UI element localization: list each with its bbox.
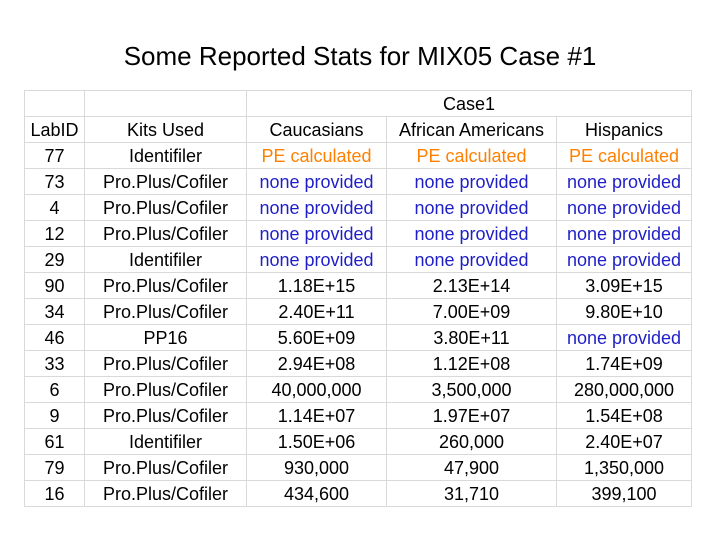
- kits-used-cell: Pro.Plus/Cofiler: [84, 168, 247, 195]
- kits-used-cell: Pro.Plus/Cofiler: [84, 272, 247, 299]
- group-header-row: Case1: [24, 90, 692, 117]
- kits-used-cell: Pro.Plus/Cofiler: [84, 298, 247, 325]
- lab-id-cell: 12: [24, 220, 85, 247]
- table-row: 90 Pro.Plus/Cofiler 1.18E+15 2.13E+14 3.09E+…: [24, 272, 692, 299]
- kits-used-cell: Pro.Plus/Cofiler: [84, 480, 247, 507]
- kits-used-cell: Identifiler: [84, 142, 247, 169]
- lab-id-cell: 77: [24, 142, 85, 169]
- table-row: 79 Pro.Plus/Cofiler 930,000 47,900 1,350,000: [24, 454, 692, 481]
- hispanics-cell: 280,000,000: [556, 376, 692, 403]
- table-row: 12 Pro.Plus/Cofiler none provided none prov…: [24, 220, 692, 247]
- header-hispanics: Hispanics: [556, 116, 692, 143]
- african-americans-cell: 7.00E+09: [386, 298, 557, 325]
- hispanics-cell: none provided: [556, 246, 692, 273]
- table-row: 16 Pro.Plus/Cofiler 434,600 31,710 399,100: [24, 480, 692, 507]
- table-row: 34 Pro.Plus/Cofiler 2.40E+11 7.00E+09 9.80E+…: [24, 298, 692, 325]
- caucasians-cell: 5.60E+09: [246, 324, 387, 351]
- kits-used-cell: PP16: [84, 324, 247, 351]
- kits-used-cell: Pro.Plus/Cofiler: [84, 402, 247, 429]
- caucasians-cell: 1.50E+06: [246, 428, 387, 455]
- kits-used-cell: Pro.Plus/Cofiler: [84, 454, 247, 481]
- header-lab-id: LabID: [24, 116, 85, 143]
- slide-title: Some Reported Stats for MIX05 Case #1: [123, 41, 597, 71]
- table-row: 29 Identifiler none provided none provided n…: [24, 246, 692, 273]
- column-header-row: LabID Kits Used Caucasians African Ameri…: [24, 116, 692, 143]
- african-americans-cell: 3.80E+11: [386, 324, 557, 351]
- lab-id-cell: 9: [24, 402, 85, 429]
- african-americans-cell: 1.12E+08: [386, 350, 557, 377]
- empty-cell: [84, 90, 247, 117]
- table-row: 4 Pro.Plus/Cofiler none provided none provi…: [24, 194, 692, 221]
- hispanics-cell: none provided: [556, 168, 692, 195]
- table-row: 46 PP16 5.60E+09 3.80E+11 none provided: [24, 324, 692, 351]
- table-row: 9 Pro.Plus/Cofiler 1.14E+07 1.97E+07 1.54E+0…: [24, 402, 692, 429]
- stats-table: Case1 LabID Kits Used Caucasians African…: [24, 90, 692, 507]
- caucasians-cell: PE calculated: [246, 142, 387, 169]
- empty-cell: [24, 90, 85, 117]
- lab-id-cell: 79: [24, 454, 85, 481]
- caucasians-cell: none provided: [246, 246, 387, 273]
- african-americans-cell: none provided: [386, 220, 557, 247]
- kits-used-cell: Pro.Plus/Cofiler: [84, 350, 247, 377]
- african-americans-cell: 2.13E+14: [386, 272, 557, 299]
- caucasians-cell: 1.18E+15: [246, 272, 387, 299]
- hispanics-cell: none provided: [556, 324, 692, 351]
- african-americans-cell: none provided: [386, 168, 557, 195]
- african-americans-cell: PE calculated: [386, 142, 557, 169]
- lab-id-cell: 33: [24, 350, 85, 377]
- kits-used-cell: Identifiler: [84, 428, 247, 455]
- table-row: 73 Pro.Plus/Cofiler none provided none prov…: [24, 168, 692, 195]
- hispanics-cell: 399,100: [556, 480, 692, 507]
- african-americans-cell: none provided: [386, 246, 557, 273]
- lab-id-cell: 61: [24, 428, 85, 455]
- african-americans-cell: none provided: [386, 194, 557, 221]
- group-header-case1: Case1: [246, 90, 692, 117]
- hispanics-cell: 2.40E+07: [556, 428, 692, 455]
- table-row: 6 Pro.Plus/Cofiler 40,000,000 3,500,000 280,…: [24, 376, 692, 403]
- caucasians-cell: none provided: [246, 220, 387, 247]
- kits-used-cell: Identifiler: [84, 246, 247, 273]
- hispanics-cell: 1,350,000: [556, 454, 692, 481]
- lab-id-cell: 46: [24, 324, 85, 351]
- lab-id-cell: 29: [24, 246, 85, 273]
- african-americans-cell: 47,900: [386, 454, 557, 481]
- hispanics-cell: none provided: [556, 220, 692, 247]
- caucasians-cell: none provided: [246, 194, 387, 221]
- caucasians-cell: 2.40E+11: [246, 298, 387, 325]
- african-americans-cell: 3,500,000: [386, 376, 557, 403]
- lab-id-cell: 90: [24, 272, 85, 299]
- caucasians-cell: none provided: [246, 168, 387, 195]
- african-americans-cell: 1.97E+07: [386, 402, 557, 429]
- kits-used-cell: Pro.Plus/Cofiler: [84, 194, 247, 221]
- caucasians-cell: 2.94E+08: [246, 350, 387, 377]
- caucasians-cell: 1.14E+07: [246, 402, 387, 429]
- hispanics-cell: 9.80E+10: [556, 298, 692, 325]
- table-row: 61 Identifiler 1.50E+06 260,000 2.40E+07: [24, 428, 692, 455]
- hispanics-cell: PE calculated: [556, 142, 692, 169]
- stats-table-body: Case1 LabID Kits Used Caucasians African…: [24, 90, 692, 507]
- african-americans-cell: 260,000: [386, 428, 557, 455]
- hispanics-cell: 1.74E+09: [556, 350, 692, 377]
- table-row: 33 Pro.Plus/Cofiler 2.94E+08 1.12E+08 1.74E+…: [24, 350, 692, 377]
- african-americans-cell: 31,710: [386, 480, 557, 507]
- header-caucasians: Caucasians: [246, 116, 387, 143]
- kits-used-cell: Pro.Plus/Cofiler: [84, 220, 247, 247]
- lab-id-cell: 73: [24, 168, 85, 195]
- caucasians-cell: 930,000: [246, 454, 387, 481]
- header-kits-used: Kits Used: [84, 116, 247, 143]
- hispanics-cell: none provided: [556, 194, 692, 221]
- lab-id-cell: 4: [24, 194, 85, 221]
- caucasians-cell: 40,000,000: [246, 376, 387, 403]
- lab-id-cell: 16: [24, 480, 85, 507]
- table-row: 77 Identifiler PE calculated PE calculated P…: [24, 142, 692, 169]
- lab-id-cell: 34: [24, 298, 85, 325]
- lab-id-cell: 6: [24, 376, 85, 403]
- header-african-americans: African Americans: [386, 116, 557, 143]
- caucasians-cell: 434,600: [246, 480, 387, 507]
- hispanics-cell: 3.09E+15: [556, 272, 692, 299]
- kits-used-cell: Pro.Plus/Cofiler: [84, 376, 247, 403]
- hispanics-cell: 1.54E+08: [556, 402, 692, 429]
